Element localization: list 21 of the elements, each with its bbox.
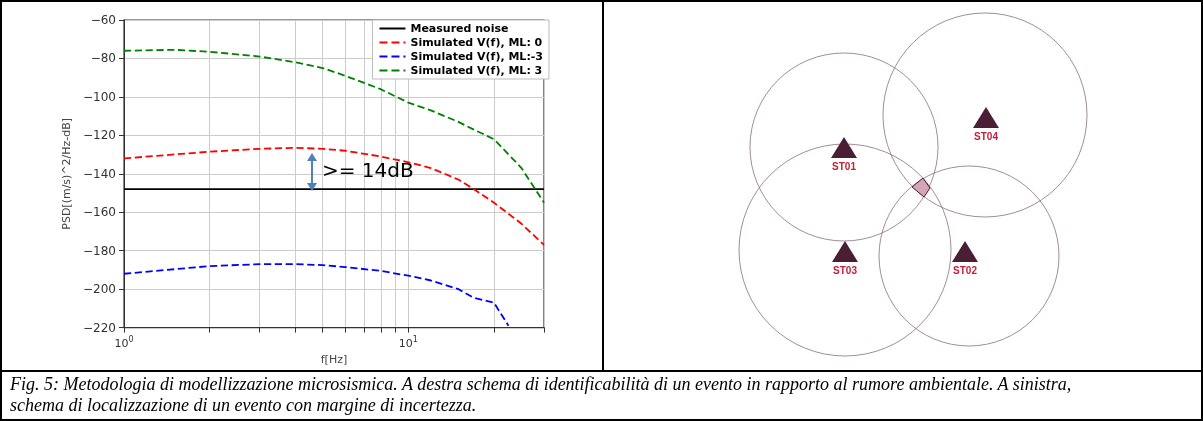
y-tick-label: −100 <box>83 89 116 104</box>
y-tick-label: −140 <box>83 166 116 181</box>
annotation: >= 14dB <box>322 158 414 182</box>
legend-label: Simulated V(f), ML:-3 <box>410 50 544 63</box>
y-tick-label: −160 <box>83 205 116 220</box>
legend-label: Measured noise <box>410 22 509 35</box>
y-tick-label: −200 <box>83 282 116 297</box>
y-tick-label: −80 <box>90 51 116 66</box>
y-tick-label: −60 <box>90 13 116 27</box>
text: ST01 <box>832 161 857 172</box>
x-axis-title: f[Hz] <box>320 353 348 366</box>
y-tick-label: −220 <box>83 320 116 335</box>
y-tick-label: −180 <box>83 243 116 258</box>
caption: Fig. 5: Metodologia di modellizzazione microsismica. A destra schema di identificabilità di un evento in rapporto al rumore ambientale. A sinistra, schema di localizzazione di un evento con margine di incertezza. <box>9 373 1073 416</box>
y-axis-title: PSD[(m/s)^2/Hz-dB] <box>60 117 74 230</box>
legend-label: Simulated V(f), ML: 3 <box>410 64 543 77</box>
y-tick-label: −120 <box>83 128 116 143</box>
text: ST02 <box>953 265 978 276</box>
legend-label: Simulated V(f), ML: 0 <box>410 36 543 49</box>
text: ST04 <box>974 131 999 142</box>
text: ST03 <box>833 265 858 276</box>
